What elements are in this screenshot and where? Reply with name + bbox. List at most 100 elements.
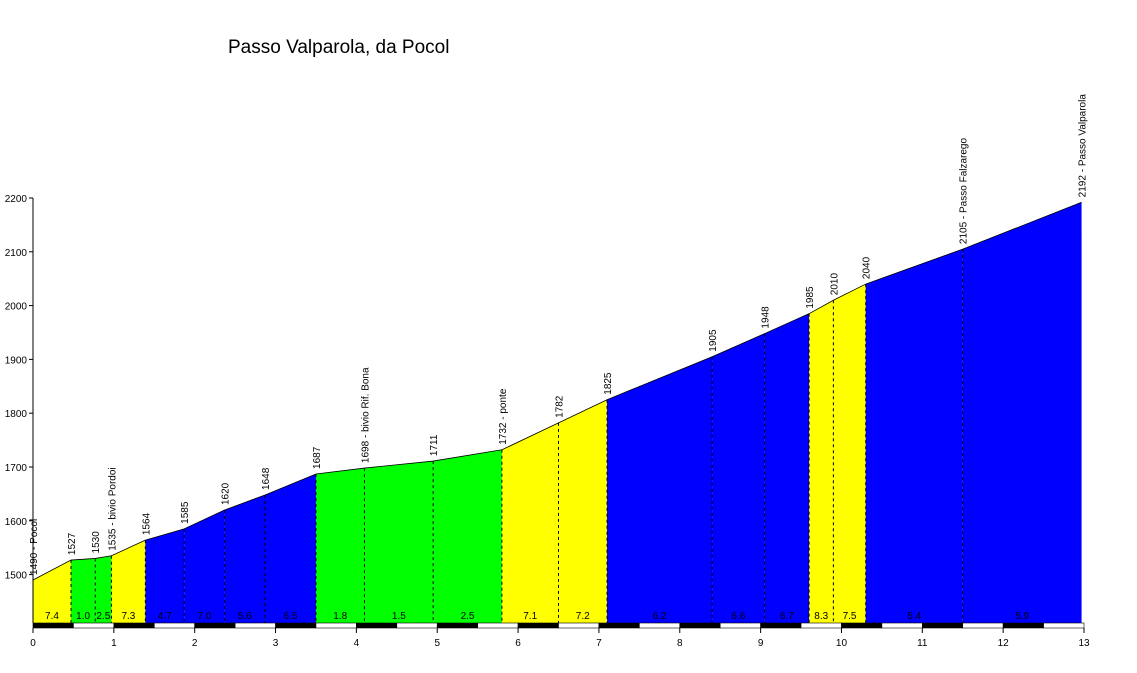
- point-elevation-label: 1527: [67, 532, 78, 555]
- x-tick-label: 4: [354, 638, 360, 649]
- segment-gradient-label: 5.9: [1015, 611, 1029, 622]
- x-axis-bar-segment: [396, 622, 438, 629]
- segment-area: [501, 422, 559, 623]
- x-axis-bar-segment: [73, 622, 115, 629]
- x-axis-bar-segment: [234, 622, 276, 629]
- x-tick-label: 0: [30, 638, 36, 649]
- x-tick-label: 13: [1078, 638, 1090, 649]
- segment-area: [558, 399, 608, 623]
- x-tick-label: 12: [998, 638, 1010, 649]
- segment-area: [145, 528, 185, 623]
- x-axis-bar-segment: [315, 622, 357, 629]
- segment-area: [712, 333, 765, 623]
- x-axis-bar-segment: [1002, 622, 1044, 629]
- segment-gradient-label: 6.6: [731, 611, 745, 622]
- segment-gradient-label: 8.3: [814, 611, 828, 622]
- point-elevation-label: 2040: [862, 256, 873, 279]
- segment-gradient-label: 4.7: [158, 611, 172, 622]
- point-elevation-label: 2105 - Passo Falzarego: [959, 137, 970, 244]
- point-elevation-label: 1711: [429, 434, 440, 456]
- x-axis-bar-segment: [436, 622, 478, 629]
- segment-gradient-label: 5.6: [238, 611, 252, 622]
- point-elevation-label: 2192 - Passo Valparola: [1078, 94, 1089, 198]
- point-elevation-label: 1782: [555, 395, 566, 418]
- x-axis-bar-segment: [113, 622, 155, 629]
- x-axis-bar-segment: [356, 622, 398, 629]
- x-tick-label: 7: [596, 638, 602, 649]
- segment-area: [433, 449, 502, 623]
- point-elevation-label: 2010: [829, 273, 840, 296]
- segment-area: [809, 300, 834, 623]
- segment-area: [224, 494, 266, 623]
- y-tick-label: 2000: [5, 302, 28, 313]
- segment-area: [95, 555, 112, 623]
- x-tick-label: 5: [434, 638, 440, 649]
- x-axis-bar-segment: [32, 622, 74, 629]
- point-elevation-label: 1985: [805, 286, 816, 309]
- segment-gradient-label: 6.5: [284, 611, 298, 622]
- x-axis-bar-segment: [962, 622, 1004, 629]
- segment-gradient-label: 1.5: [392, 611, 406, 622]
- point-elevation-label: 1948: [761, 306, 772, 329]
- point-elevation-label: 1825: [603, 372, 614, 395]
- segment-area: [962, 202, 1082, 623]
- point-elevation-label: 1530: [91, 531, 102, 554]
- segment-area: [833, 284, 866, 623]
- point-elevation-label: 1620: [221, 482, 232, 505]
- point-elevation-label: 1905: [708, 329, 719, 352]
- profile-fill: [33, 202, 1082, 623]
- x-axis-bar-segment: [679, 622, 721, 629]
- x-axis-bar-segment: [922, 622, 964, 629]
- segment-gradient-label: 6.2: [653, 611, 667, 622]
- x-tick-label: 10: [836, 638, 848, 649]
- segment-area: [70, 558, 96, 623]
- point-elevation-label: 1490 - Pocol: [29, 519, 40, 575]
- segment-gradient-label: 7.0: [197, 611, 211, 622]
- x-tick-label: 1: [111, 638, 117, 649]
- x-axis-bar-segment: [800, 622, 842, 629]
- x-tick-label: 11: [917, 638, 928, 649]
- x-axis-bar-segment: [1043, 622, 1085, 629]
- y-tick-label: 2100: [5, 248, 28, 259]
- point-elevation-label: 1687: [312, 446, 323, 469]
- point-elevation-label: 1535 - bivio Pordoi: [107, 467, 118, 550]
- chart-title: Passo Valparola, da Pocol: [228, 37, 449, 58]
- x-axis-bar-segment: [477, 622, 519, 629]
- y-tick-label: 1600: [5, 517, 28, 528]
- segment-gradient-label: 5.4: [907, 611, 921, 622]
- point-elevation-label: 1585: [180, 501, 191, 524]
- segment-gradient-label: 7.4: [45, 611, 59, 622]
- segment-area: [265, 473, 316, 623]
- x-axis-bar-segment: [153, 622, 195, 629]
- y-tick-label: 2200: [5, 194, 28, 205]
- y-tick-label: 1900: [5, 355, 28, 366]
- segment-area: [184, 510, 225, 623]
- segment-gradient-label: 2.5: [96, 611, 110, 622]
- x-axis-bar-segment: [760, 622, 802, 629]
- x-tick-label: 2: [192, 638, 198, 649]
- x-axis-bar-segment: [719, 622, 761, 629]
- y-tick-label: 1700: [5, 463, 28, 474]
- segment-area: [865, 249, 963, 623]
- y-tick-label: 1800: [5, 409, 28, 420]
- x-tick-label: 9: [758, 638, 764, 649]
- segment-area: [33, 560, 71, 623]
- segment-area: [607, 356, 713, 623]
- profile-lines: [32, 201, 1082, 623]
- segment-area: [315, 468, 365, 623]
- x-axis-bar-segment: [275, 622, 317, 629]
- point-elevation-label: 1648: [261, 467, 272, 490]
- x-axis-bar-segment: [639, 622, 681, 629]
- x-tick-label: 6: [515, 638, 521, 649]
- segment-gradient-label: 7.5: [843, 611, 857, 622]
- segment-gradient-label: 7.1: [523, 611, 537, 622]
- segment-gradient-label: 7.2: [576, 611, 590, 622]
- y-tick-label: 1500: [5, 571, 28, 582]
- segment-area: [111, 540, 146, 623]
- x-tick-label: 3: [273, 638, 279, 649]
- x-axis-bar-segment: [881, 622, 923, 629]
- segment-gradient-label: 1.0: [76, 611, 90, 622]
- x-axis-bar-segment: [194, 622, 236, 629]
